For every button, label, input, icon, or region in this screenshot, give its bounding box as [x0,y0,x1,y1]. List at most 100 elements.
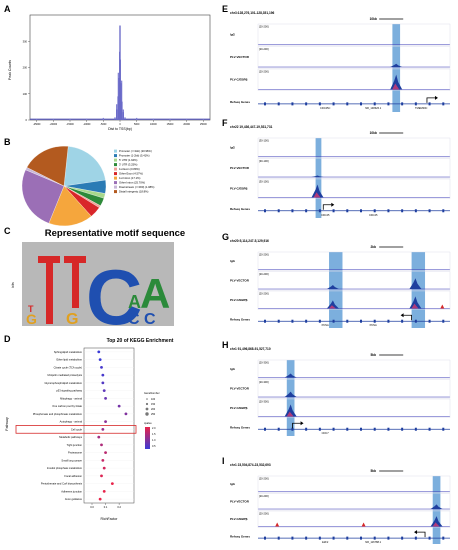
gene-exon [346,209,349,213]
track-peak [409,278,422,289]
chart-a-xtick-label: -15000 [66,123,74,126]
gene-exon [318,536,321,540]
chart-a-xtick-label: -10000 [83,123,91,126]
chart-a-ytick-label: 100 [23,92,28,96]
kegg-pathway-label: Metabolic pathways [59,435,82,439]
kegg-point [97,350,101,354]
track-name: Refseq Genes [230,207,250,211]
gene-name: CDC25C [320,106,331,110]
kegg-point [98,497,102,501]
gene-name: TMEM30C [415,106,428,110]
gene-name: E2F2 [322,540,329,544]
track-locus: chr20:5,114,247-5,129,916 [230,239,269,243]
pie-legend-label: Distal Intergenic (18.8%) [119,190,149,194]
gene-exon [332,427,335,431]
track-frame [257,46,451,69]
motif-logo: bits G G C C A A C T [11,242,174,330]
gene-exon [360,536,362,540]
kegg-point [124,412,128,416]
gene-exon [414,536,417,540]
kegg-size-legend-label: 150 [151,403,156,406]
track-frame [257,158,451,179]
motif-letter-a: A [128,292,141,312]
kegg-point [110,482,114,486]
kegg-color-legend-label: 0.5 [152,445,156,448]
chart-a-bar [86,118,88,120]
tss-arrow-line [403,314,412,321]
pie-slice [63,146,106,187]
gene-exon [277,536,280,540]
chart-a-xtick-label: 20000 [183,123,190,126]
genome-track-panel-f: chr22 19,436,447-19,531,731 10kb IgG [30-10… [230,125,451,218]
track-frame [257,271,451,291]
panel-letter-h: H [222,340,229,350]
gene-name: NR_148626.1 [365,106,382,110]
gene-exon [277,319,280,323]
track-peak [311,184,324,198]
motif-letter-c3: C [144,311,156,328]
gene-exon [387,536,390,540]
track-peak [390,74,403,90]
track-pink-mark [275,522,280,527]
pie-legend-label: 1st Exon (0.89%) [119,167,140,171]
track-name: IgG [230,367,236,371]
gene-exon [442,319,445,323]
track-peak-overlay [411,303,419,309]
track-name: PLV-C/EBPβ [230,77,248,81]
kegg-pathway-label: Cell cycle [71,427,83,431]
chart-a-bar-center [120,83,122,120]
tss-arrow-head [300,421,304,426]
pie-legend-swatch [114,154,117,158]
gene-exon [332,102,335,106]
kegg-pathway-label: Focal adhesion [64,474,82,478]
kegg-point [101,381,105,385]
chart-a-bar-center [114,117,116,120]
chart-a-bar [169,118,171,120]
track-peak-overlay [328,305,336,309]
gene-exon [291,536,294,540]
track-range: [20-200] [259,70,269,74]
pie-legend-swatch [114,149,117,153]
pie-legend-swatch [114,190,117,194]
kegg-pathway-label: Glycerophospholipid metabolism [45,381,82,385]
pie-legend-swatch [114,185,117,189]
tss-arrow-head [434,95,438,100]
genome-track-panel-h: chr1 91,496,868-91,527,710 5kb IgG [20-300]… [230,347,451,436]
track-frame [257,23,451,46]
track-peak-overlay [432,522,440,527]
chart-a-xtick-label: 0 [119,123,121,126]
tss-arrow-line [426,97,435,103]
track-frame [257,137,451,158]
track-name: PLV-C/EBPβ [230,406,248,410]
gene-exon [318,319,321,323]
chart-a-xtick-label: -20000 [50,123,58,126]
track-peak [326,284,339,289]
track-scale-label: 10kb [370,17,377,21]
gene-exon [305,536,308,540]
kegg-pathway-label: Adherens junction [61,489,82,493]
kegg-xlabel: RichFactor [101,517,119,521]
kegg-point [104,451,107,455]
kegg-highlight-box [15,425,137,434]
gene-exon [305,209,308,213]
gene-exon [305,427,308,431]
track-frame [257,251,451,271]
kegg-size-legend-dot [145,402,149,406]
gene-exon [442,102,445,106]
kegg-pathway-label: Mitophagy - animal [60,396,82,400]
track-name: Refseq Genes [230,317,250,321]
pie-slice [21,169,65,224]
pie-legend-label: Promoter (<=1kb) (20.96%) [119,149,152,153]
pie-legend-label: Promoter (1-2kb) (5.41%) [119,154,150,158]
kegg-pathway-label: Tight junction [67,443,83,447]
kegg-point [100,365,103,369]
track-range: [20-200] [259,512,269,516]
track-peak [311,175,324,177]
motif-letter-a2: A [140,270,170,317]
motif-letter-t2-stem [72,256,79,308]
track-name: IgG [230,259,236,263]
gene-exon [373,319,376,323]
track-name: IgG [230,145,236,149]
track-frame [257,178,451,199]
panel-letter-i: I [222,456,225,466]
